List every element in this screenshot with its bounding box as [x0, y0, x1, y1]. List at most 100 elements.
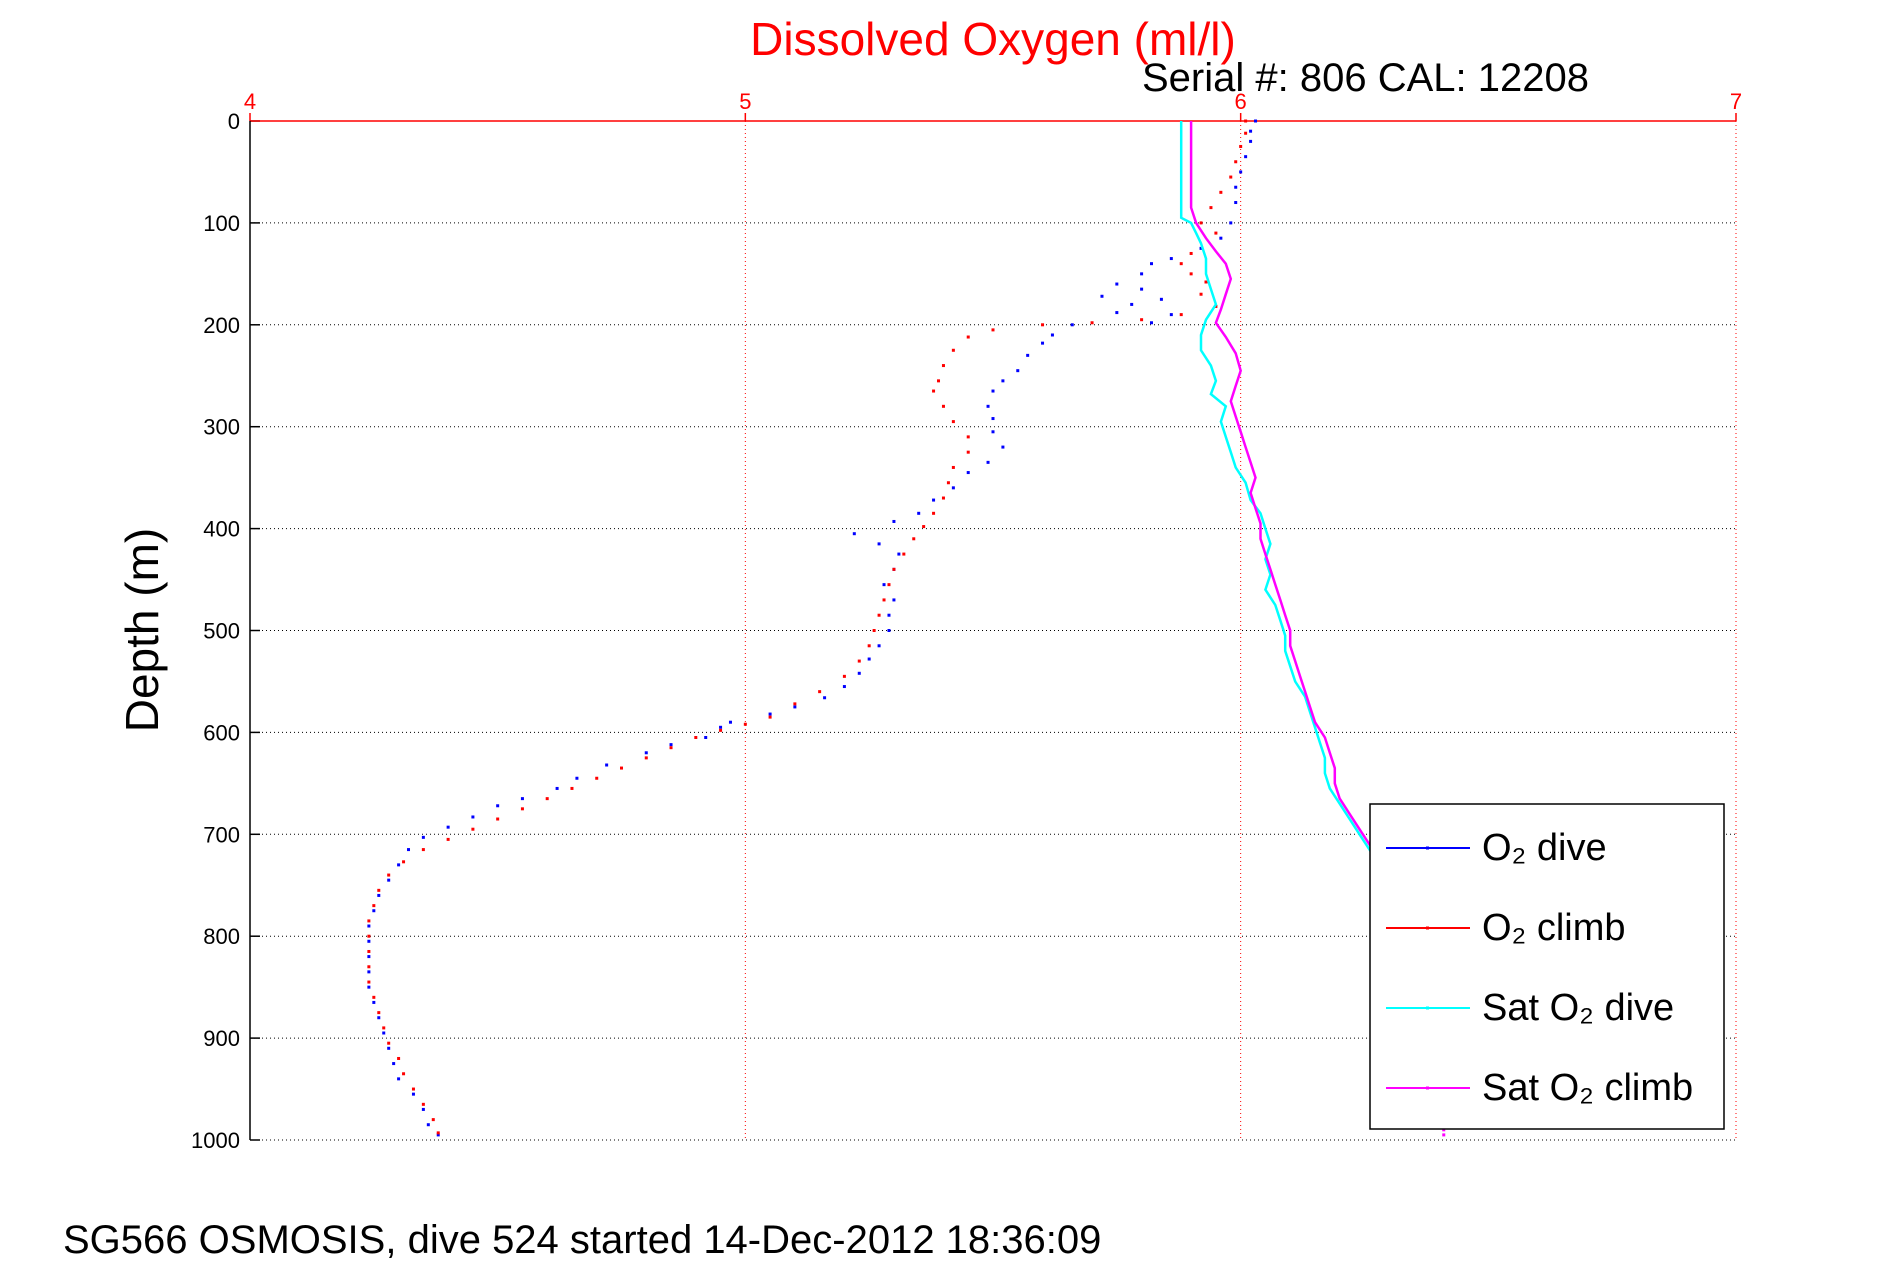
- legend-label: O₂ dive: [1482, 827, 1607, 869]
- data-point: [377, 893, 381, 897]
- data-point: [545, 797, 549, 801]
- data-point: [1234, 160, 1238, 164]
- data-point: [644, 751, 648, 755]
- data-point: [1442, 1128, 1446, 1132]
- data-point: [1001, 379, 1005, 383]
- data-marks: [367, 119, 1446, 1137]
- data-point: [932, 511, 936, 515]
- data-point: [372, 904, 376, 908]
- y-tick-label: 200: [203, 313, 240, 338]
- data-point: [986, 404, 990, 408]
- data-point: [446, 825, 450, 829]
- series-line: [1179, 121, 1381, 866]
- data-point: [842, 674, 846, 678]
- data-point: [1199, 292, 1203, 296]
- data-point: [1209, 206, 1213, 210]
- data-point: [877, 542, 881, 546]
- axes: 4 5 6 7 0 100 200 300 400 500 600 700 800 900 1000: [191, 89, 1742, 1153]
- data-point: [842, 685, 846, 689]
- legend-box: [1369, 803, 1725, 1130]
- legend-marker: [1426, 1006, 1429, 1010]
- data-point: [897, 552, 901, 556]
- data-point: [902, 552, 906, 556]
- data-point: [402, 860, 406, 864]
- data-point: [1150, 262, 1154, 266]
- data-point: [397, 1056, 401, 1060]
- data-point: [421, 848, 425, 852]
- data-point: [436, 1131, 440, 1135]
- data-point: [719, 725, 723, 729]
- data-point: [367, 985, 371, 989]
- x-tick-label: 5: [739, 89, 751, 114]
- data-point: [1214, 231, 1218, 235]
- data-point: [382, 1026, 386, 1030]
- data-point: [1239, 170, 1243, 174]
- data-point: [694, 735, 698, 739]
- data-point: [1179, 262, 1183, 266]
- data-point: [367, 980, 371, 984]
- legend: O₂ dive O₂ climb Sat O₂ dive Sat O₂ climb: [1369, 803, 1725, 1130]
- data-point: [857, 671, 861, 675]
- y-tick-label: 800: [203, 924, 240, 949]
- data-point: [932, 498, 936, 502]
- data-point: [1140, 287, 1144, 291]
- data-point: [867, 644, 871, 648]
- data-point: [1140, 318, 1144, 322]
- data-point: [411, 1092, 415, 1096]
- data-point: [669, 743, 673, 747]
- data-point: [1050, 333, 1054, 337]
- data-point: [941, 404, 945, 408]
- y-tick-label: 900: [203, 1026, 240, 1051]
- data-point: [1150, 321, 1154, 325]
- data-point: [1041, 323, 1045, 327]
- data-point: [951, 465, 955, 469]
- data-point: [887, 613, 891, 617]
- data-point: [372, 1000, 376, 1004]
- data-point: [397, 863, 401, 867]
- data-point: [966, 435, 970, 439]
- data-point: [719, 728, 723, 732]
- data-point: [1249, 139, 1253, 143]
- data-point: [367, 955, 371, 959]
- y-tick-label: 400: [203, 517, 240, 542]
- data-point: [1159, 297, 1163, 301]
- data-point: [1442, 1133, 1446, 1137]
- data-point: [367, 924, 371, 928]
- data-point: [1204, 280, 1208, 284]
- data-point: [1199, 221, 1203, 225]
- data-point: [471, 815, 475, 819]
- y-tick-label: 700: [203, 822, 240, 847]
- data-point: [1249, 129, 1253, 133]
- data-point: [951, 420, 955, 424]
- legend-marker: [1426, 846, 1429, 850]
- data-point: [1229, 221, 1233, 225]
- data-point: [382, 1031, 386, 1035]
- data-point: [743, 722, 747, 726]
- data-point: [951, 348, 955, 352]
- data-point: [941, 496, 945, 500]
- y-tick-label: 0: [228, 109, 240, 134]
- series-sat-o2-dive: [1179, 121, 1381, 866]
- data-point: [986, 460, 990, 464]
- data-point: [620, 766, 623, 770]
- data-point: [1189, 272, 1193, 276]
- data-point: [857, 659, 861, 663]
- data-point: [877, 613, 881, 617]
- data-point: [407, 848, 411, 852]
- data-point: [372, 995, 376, 999]
- data-point: [966, 335, 970, 339]
- series-sat-o2-climb: [1189, 121, 1381, 861]
- y-tick-label: 500: [203, 619, 240, 644]
- data-point: [1016, 369, 1020, 373]
- series-o2-dive: [367, 119, 1258, 1137]
- chart-subtitle: Serial #: 806 CAL: 12208: [1142, 56, 1589, 100]
- data-point: [768, 712, 772, 716]
- data-point: [1219, 190, 1223, 194]
- data-point: [377, 1011, 381, 1015]
- data-point: [397, 1077, 401, 1081]
- data-point: [946, 481, 950, 485]
- data-point: [387, 1046, 391, 1050]
- data-point: [1070, 323, 1074, 327]
- data-point: [728, 720, 732, 724]
- data-point: [1234, 201, 1238, 205]
